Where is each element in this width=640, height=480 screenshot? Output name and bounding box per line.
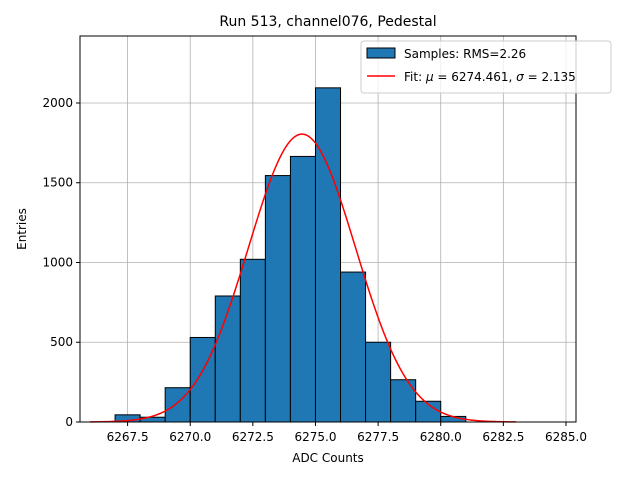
histogram-bar [214,295,241,423]
histogram-bar [164,387,191,423]
gaussian-fit-curve [90,133,516,423]
legend-fit-label: Fit: μ = 6274.461, σ = 2.135 [404,70,576,84]
histogram-bar [239,258,266,423]
x-tick-label: 6277.5 [357,430,399,444]
plot-frame [79,35,577,423]
y-tick-label: 0 [65,415,73,429]
x-tick-label: 6275.0 [294,430,336,444]
y-axis-label: Entries [15,208,29,250]
x-tick-label: 6267.5 [107,430,149,444]
legend-samples-label: Samples: RMS=2.26 [404,47,526,61]
histogram-bar [365,341,392,423]
histogram-bar [289,155,316,423]
y-tick-label: 2000 [42,96,73,110]
legend-samples-swatch [366,47,396,59]
x-tick-label: 6272.5 [232,430,274,444]
y-tick-label: 1000 [42,255,73,269]
histogram-bars [114,87,467,423]
y-tick-label: 1500 [42,176,73,190]
x-tick-label: 6285.0 [545,430,587,444]
histogram-bar [189,336,216,423]
chart-title: Run 513, channel076, Pedestal [219,14,436,30]
legend: Samples: RMS=2.26 Fit: μ = 6274.461, σ =… [360,40,612,94]
legend-box [360,40,612,94]
y-axis: 0 500 1000 1500 2000 [42,96,80,429]
histogram-bar [314,87,342,423]
histogram-bar [264,175,291,423]
y-tick-label: 500 [50,335,73,349]
histogram-bar [340,271,367,423]
x-axis-label: ADC Counts [292,451,364,465]
x-tick-label: 6282.5 [482,430,524,444]
x-tick-label: 6270.0 [169,430,211,444]
x-tick-label: 6280.0 [420,430,462,444]
x-axis: 6267.5 6270.0 6272.5 6275.0 6277.5 6280.0 6282… [107,422,587,444]
